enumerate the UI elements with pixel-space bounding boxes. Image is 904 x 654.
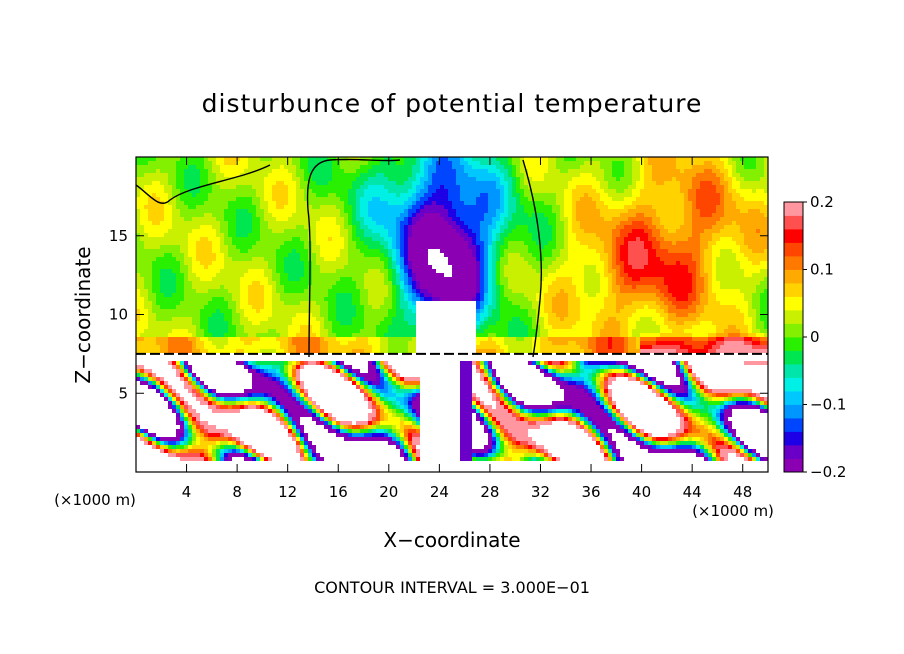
colorbar-swatch <box>784 242 803 257</box>
x-axis-label: X−coordinate <box>383 528 520 552</box>
y-axis-label: Z−coordinate <box>71 246 95 383</box>
x-tick-label: 4 <box>182 483 192 501</box>
colorbar-swatch <box>784 445 803 459</box>
x-axis-unit-right: (×1000 m) <box>692 502 774 520</box>
colorbar-swatch <box>784 404 803 419</box>
x-tick-label: 36 <box>581 483 600 501</box>
zero-contour-right <box>522 159 543 358</box>
colorbar-swatch <box>784 364 803 378</box>
colorbar-tick-label: 0.2 <box>810 193 834 211</box>
x-tick-label: 16 <box>329 483 348 501</box>
colorbar: 0.2 0.1 0 −0.1 −0.2 <box>783 193 846 481</box>
zero-contour-left <box>306 158 401 358</box>
x-tick-label: 12 <box>278 483 297 501</box>
x-tick-label: 32 <box>531 483 550 501</box>
colorbar-swatch <box>784 431 803 446</box>
colorbar-swatch <box>784 229 803 243</box>
y-tick-label: 10 <box>109 306 128 324</box>
colorbar-swatch <box>784 391 803 405</box>
colorbar-tick-label: −0.2 <box>810 463 846 481</box>
chart-title: disturbunce of potential temperature <box>202 89 703 118</box>
x-tick-label: 48 <box>733 483 752 501</box>
contour-interval-note: CONTOUR INTERVAL = 3.000E−01 <box>314 578 590 597</box>
colorbar-swatch <box>784 256 803 270</box>
colorbar-swatch <box>784 215 803 230</box>
x-tick-label: 24 <box>430 483 449 501</box>
colorbar-swatch <box>784 269 803 284</box>
colorbar-swatch <box>784 418 803 432</box>
colorbar-swatch <box>784 458 803 473</box>
y-axis-ticks: 5 10 15 <box>109 227 768 402</box>
colorbar-tick-label: 0 <box>810 328 820 346</box>
x-tick-label: 8 <box>232 483 242 501</box>
x-tick-label: 28 <box>480 483 499 501</box>
x-axis-unit-left: (×1000 m) <box>54 491 136 509</box>
x-tick-label: 40 <box>632 483 651 501</box>
colorbar-swatch <box>784 283 803 297</box>
y-tick-label: 5 <box>118 384 128 402</box>
x-tick-label: 44 <box>683 483 702 501</box>
zero-contour-top-left <box>136 164 271 204</box>
colorbar-swatch <box>784 296 803 311</box>
colorbar-swatch <box>784 202 803 216</box>
x-axis-ticks: 4 8 12 16 20 24 28 32 36 40 44 48 <box>182 157 752 501</box>
temperature-field <box>136 157 768 472</box>
colorbar-swatch <box>784 323 803 338</box>
colorbar-swatch <box>784 337 803 351</box>
colorbar-tick-label: 0.1 <box>810 261 834 279</box>
y-tick-label: 15 <box>109 227 128 245</box>
colorbar-swatch <box>784 310 803 324</box>
x-tick-label: 20 <box>379 483 398 501</box>
colorbar-swatch <box>784 377 803 392</box>
colorbar-tick-label: −0.1 <box>810 396 846 414</box>
colorbar-swatch <box>784 350 803 365</box>
